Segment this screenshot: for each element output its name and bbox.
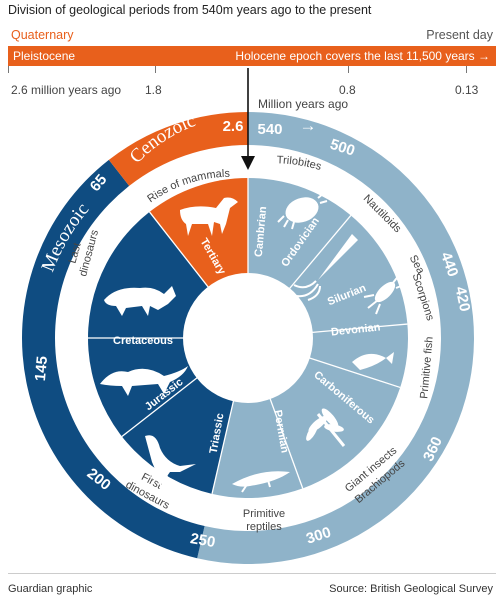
- cenozoic-ring: [108, 112, 248, 186]
- present-day-label: Present day: [426, 28, 493, 42]
- timeline-tick: [155, 66, 156, 73]
- footer-source: Source: British Geological Survey: [329, 583, 493, 595]
- label-primitive-fish: Primitive fish: [418, 336, 435, 399]
- period-cambrian: Cambrian: [253, 206, 269, 258]
- triceratops-icon: [104, 286, 176, 316]
- age-500: 500: [328, 136, 357, 160]
- quaternary-bar: [8, 46, 496, 66]
- mesozoic-ring: [22, 159, 205, 559]
- million-years-label: Million years ago: [258, 97, 349, 111]
- age-250: 250: [189, 530, 217, 551]
- timeline-tick-label: 2.6 million years ago: [11, 83, 122, 97]
- dinosaur-icon: [145, 435, 196, 486]
- reptile-icon: [232, 471, 290, 493]
- label-last-dinosaurs-1: Last: [67, 242, 84, 265]
- holocene-label: Holocene epoch covers the last 11,500 ye…: [235, 49, 490, 63]
- footer-divider: [8, 573, 496, 574]
- center-hole: [183, 273, 313, 403]
- horse-icon: [180, 197, 238, 236]
- period-cretaceous: Cretaceous: [113, 335, 173, 347]
- sauropod-icon: [100, 366, 188, 396]
- mesozoic-periods-wedge: [88, 211, 248, 494]
- sea-scorpion-icon: [363, 273, 407, 315]
- paleozoic-ring: [197, 112, 475, 564]
- timeline-tick-label: 0.13: [455, 83, 479, 97]
- quaternary-label: Quaternary: [11, 28, 74, 42]
- period-devonian: Devonian: [330, 321, 381, 338]
- label-primitive-reptiles-2: reptiles: [246, 521, 282, 533]
- fish-icon: [352, 352, 394, 370]
- nautiloid-icon: [293, 234, 358, 301]
- footer-credit: Guardian graphic: [8, 583, 93, 595]
- timeline-tick-label: 0.8: [339, 83, 356, 97]
- age-540: 540: [257, 121, 282, 138]
- label-primitive-reptiles-1: Primitive: [243, 508, 285, 520]
- pleistocene-label: Pleistocene: [13, 49, 76, 63]
- dragonfly-icon: [306, 408, 346, 447]
- paleozoic-label: Paleozoic: [397, 111, 464, 180]
- timeline-tick-label: 1.8: [145, 83, 162, 97]
- age-300: 300: [304, 524, 333, 548]
- timeline-tick: [8, 66, 9, 73]
- timeline-tick: [466, 66, 467, 73]
- pointer-arrowhead: [241, 156, 255, 170]
- timeline-tick: [348, 66, 349, 73]
- page-title: Division of geological periods from 540m…: [8, 3, 372, 17]
- age-145: 145: [32, 355, 51, 381]
- age-2-6: 2.6: [223, 118, 244, 135]
- trilobite-icon: [277, 192, 328, 230]
- ring-arrow: →: [300, 116, 317, 135]
- age-420: 420: [451, 285, 473, 313]
